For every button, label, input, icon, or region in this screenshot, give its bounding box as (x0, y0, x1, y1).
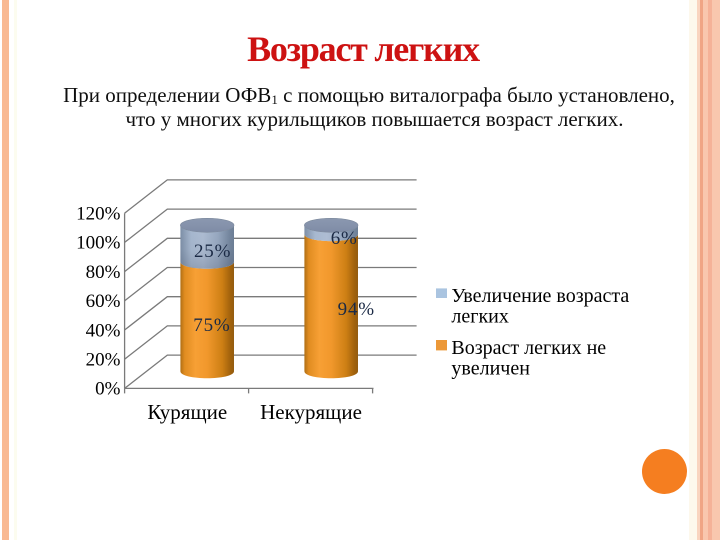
svg-text:Возраст легких не: Возраст легких не (451, 337, 606, 359)
svg-text:75%: 75% (193, 315, 230, 336)
svg-text:94%: 94% (338, 299, 375, 320)
svg-text:0%: 0% (95, 379, 121, 400)
svg-text:100%: 100% (76, 233, 121, 254)
svg-text:легких: легких (451, 306, 508, 328)
svg-text:20%: 20% (86, 350, 121, 371)
svg-text:40%: 40% (86, 320, 121, 341)
svg-text:60%: 60% (86, 291, 121, 312)
svg-text:Некурящие: Некурящие (260, 400, 362, 424)
svg-text:120%: 120% (76, 204, 121, 225)
svg-text:увеличен: увеличен (451, 358, 530, 380)
svg-text:6%: 6% (331, 228, 358, 249)
svg-text:Курящие: Курящие (147, 400, 227, 424)
svg-text:Увеличение возраста: Увеличение возраста (451, 285, 629, 307)
svg-text:25%: 25% (194, 241, 231, 262)
svg-text:80%: 80% (86, 262, 121, 283)
